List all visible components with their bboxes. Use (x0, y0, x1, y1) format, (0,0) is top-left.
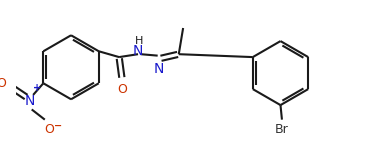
Text: N: N (133, 44, 143, 58)
Text: −: − (54, 120, 62, 130)
Text: O: O (117, 83, 127, 96)
Text: O: O (44, 123, 54, 136)
Text: O: O (0, 77, 6, 90)
Text: N: N (25, 94, 36, 108)
Text: N: N (153, 62, 164, 76)
Text: Br: Br (275, 123, 289, 136)
Text: +: + (33, 83, 42, 93)
Text: H: H (135, 36, 144, 46)
